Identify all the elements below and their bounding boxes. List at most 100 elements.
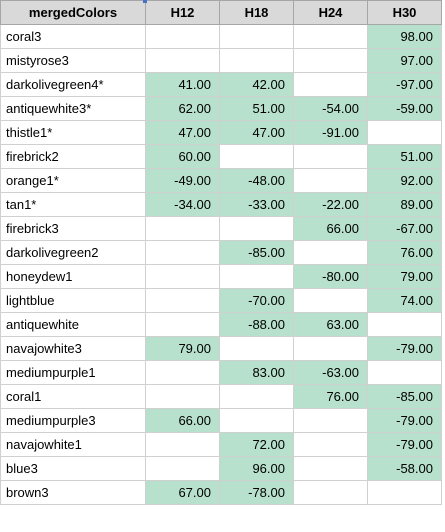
value-cell[interactable]: 63.00 bbox=[293, 312, 368, 337]
row-label-cell[interactable]: navajowhite3 bbox=[0, 336, 146, 361]
value-cell[interactable]: -54.00 bbox=[293, 96, 368, 121]
value-cell[interactable]: -34.00 bbox=[145, 192, 220, 217]
row-label-cell[interactable]: lightblue bbox=[0, 288, 146, 313]
value-cell[interactable]: 66.00 bbox=[293, 216, 368, 241]
value-cell[interactable]: 98.00 bbox=[367, 24, 442, 49]
value-cell[interactable]: -63.00 bbox=[293, 360, 368, 385]
value-cell[interactable]: -58.00 bbox=[367, 456, 442, 481]
value-cell[interactable]: 83.00 bbox=[219, 360, 294, 385]
value-cell[interactable] bbox=[145, 216, 220, 241]
value-cell[interactable]: -22.00 bbox=[293, 192, 368, 217]
value-cell[interactable]: 97.00 bbox=[367, 48, 442, 73]
value-cell[interactable]: 96.00 bbox=[219, 456, 294, 481]
value-cell[interactable]: 47.00 bbox=[219, 120, 294, 145]
value-cell[interactable]: -79.00 bbox=[367, 408, 442, 433]
value-cell[interactable] bbox=[367, 312, 442, 337]
value-cell[interactable] bbox=[145, 360, 220, 385]
value-cell[interactable]: -70.00 bbox=[219, 288, 294, 313]
header-cell-name[interactable]: mergedColors bbox=[0, 0, 146, 25]
value-cell[interactable] bbox=[293, 336, 368, 361]
value-cell[interactable]: -49.00 bbox=[145, 168, 220, 193]
row-label-cell[interactable]: mistyrose3 bbox=[0, 48, 146, 73]
value-cell[interactable] bbox=[293, 168, 368, 193]
value-cell[interactable]: 42.00 bbox=[219, 72, 294, 97]
value-cell[interactable]: -33.00 bbox=[219, 192, 294, 217]
value-cell[interactable]: 89.00 bbox=[367, 192, 442, 217]
value-cell[interactable]: 74.00 bbox=[367, 288, 442, 313]
value-cell[interactable] bbox=[145, 456, 220, 481]
value-cell[interactable] bbox=[367, 360, 442, 385]
value-cell[interactable]: -88.00 bbox=[219, 312, 294, 337]
value-cell[interactable] bbox=[219, 24, 294, 49]
value-cell[interactable] bbox=[145, 24, 220, 49]
value-cell[interactable]: 62.00 bbox=[145, 96, 220, 121]
value-cell[interactable]: 51.00 bbox=[219, 96, 294, 121]
value-cell[interactable] bbox=[145, 432, 220, 457]
value-cell[interactable] bbox=[219, 216, 294, 241]
row-label-cell[interactable]: firebrick3 bbox=[0, 216, 146, 241]
value-cell[interactable]: 67.00 bbox=[145, 480, 220, 505]
value-cell[interactable]: 76.00 bbox=[367, 240, 442, 265]
row-label-cell[interactable]: orange1* bbox=[0, 168, 146, 193]
row-label-cell[interactable]: mediumpurple1 bbox=[0, 360, 146, 385]
value-cell[interactable] bbox=[293, 48, 368, 73]
row-label-cell[interactable]: antiquewhite bbox=[0, 312, 146, 337]
value-cell[interactable] bbox=[219, 264, 294, 289]
value-cell[interactable]: -67.00 bbox=[367, 216, 442, 241]
value-cell[interactable] bbox=[219, 408, 294, 433]
value-cell[interactable] bbox=[219, 48, 294, 73]
value-cell[interactable]: 76.00 bbox=[293, 384, 368, 409]
row-label-cell[interactable]: antiquewhite3* bbox=[0, 96, 146, 121]
value-cell[interactable] bbox=[145, 384, 220, 409]
column-resize-handle[interactable] bbox=[143, 0, 147, 3]
value-cell[interactable] bbox=[293, 24, 368, 49]
value-cell[interactable]: -79.00 bbox=[367, 432, 442, 457]
value-cell[interactable]: -85.00 bbox=[219, 240, 294, 265]
value-cell[interactable]: 60.00 bbox=[145, 144, 220, 169]
row-label-cell[interactable]: coral1 bbox=[0, 384, 146, 409]
value-cell[interactable] bbox=[145, 48, 220, 73]
value-cell[interactable]: -79.00 bbox=[367, 336, 442, 361]
value-cell[interactable]: 47.00 bbox=[145, 120, 220, 145]
row-label-cell[interactable]: darkolivegreen4* bbox=[0, 72, 146, 97]
value-cell[interactable] bbox=[293, 432, 368, 457]
row-label-cell[interactable]: tan1* bbox=[0, 192, 146, 217]
value-cell[interactable]: 79.00 bbox=[145, 336, 220, 361]
value-cell[interactable] bbox=[293, 456, 368, 481]
value-cell[interactable]: 92.00 bbox=[367, 168, 442, 193]
value-cell[interactable] bbox=[145, 288, 220, 313]
value-cell[interactable]: -59.00 bbox=[367, 96, 442, 121]
value-cell[interactable]: 66.00 bbox=[145, 408, 220, 433]
value-cell[interactable]: 72.00 bbox=[219, 432, 294, 457]
value-cell[interactable]: 41.00 bbox=[145, 72, 220, 97]
row-label-cell[interactable]: thistle1* bbox=[0, 120, 146, 145]
header-cell-h12[interactable]: H12 bbox=[145, 0, 220, 25]
row-label-cell[interactable]: brown3 bbox=[0, 480, 146, 505]
value-cell[interactable] bbox=[293, 480, 368, 505]
header-cell-h24[interactable]: H24 bbox=[293, 0, 368, 25]
value-cell[interactable]: -91.00 bbox=[293, 120, 368, 145]
row-label-cell[interactable]: darkolivegreen2 bbox=[0, 240, 146, 265]
value-cell[interactable] bbox=[293, 408, 368, 433]
value-cell[interactable] bbox=[367, 480, 442, 505]
value-cell[interactable] bbox=[219, 144, 294, 169]
value-cell[interactable]: -80.00 bbox=[293, 264, 368, 289]
value-cell[interactable]: -85.00 bbox=[367, 384, 442, 409]
value-cell[interactable] bbox=[219, 336, 294, 361]
row-label-cell[interactable]: mediumpurple3 bbox=[0, 408, 146, 433]
row-label-cell[interactable]: firebrick2 bbox=[0, 144, 146, 169]
value-cell[interactable] bbox=[293, 240, 368, 265]
header-cell-h30[interactable]: H30 bbox=[367, 0, 442, 25]
value-cell[interactable] bbox=[145, 312, 220, 337]
value-cell[interactable] bbox=[367, 120, 442, 145]
value-cell[interactable]: -97.00 bbox=[367, 72, 442, 97]
value-cell[interactable]: 79.00 bbox=[367, 264, 442, 289]
row-label-cell[interactable]: navajowhite1 bbox=[0, 432, 146, 457]
value-cell[interactable] bbox=[293, 144, 368, 169]
header-cell-h18[interactable]: H18 bbox=[219, 0, 294, 25]
row-label-cell[interactable]: coral3 bbox=[0, 24, 146, 49]
row-label-cell[interactable]: honeydew1 bbox=[0, 264, 146, 289]
value-cell[interactable]: -78.00 bbox=[219, 480, 294, 505]
value-cell[interactable] bbox=[293, 72, 368, 97]
value-cell[interactable] bbox=[145, 240, 220, 265]
